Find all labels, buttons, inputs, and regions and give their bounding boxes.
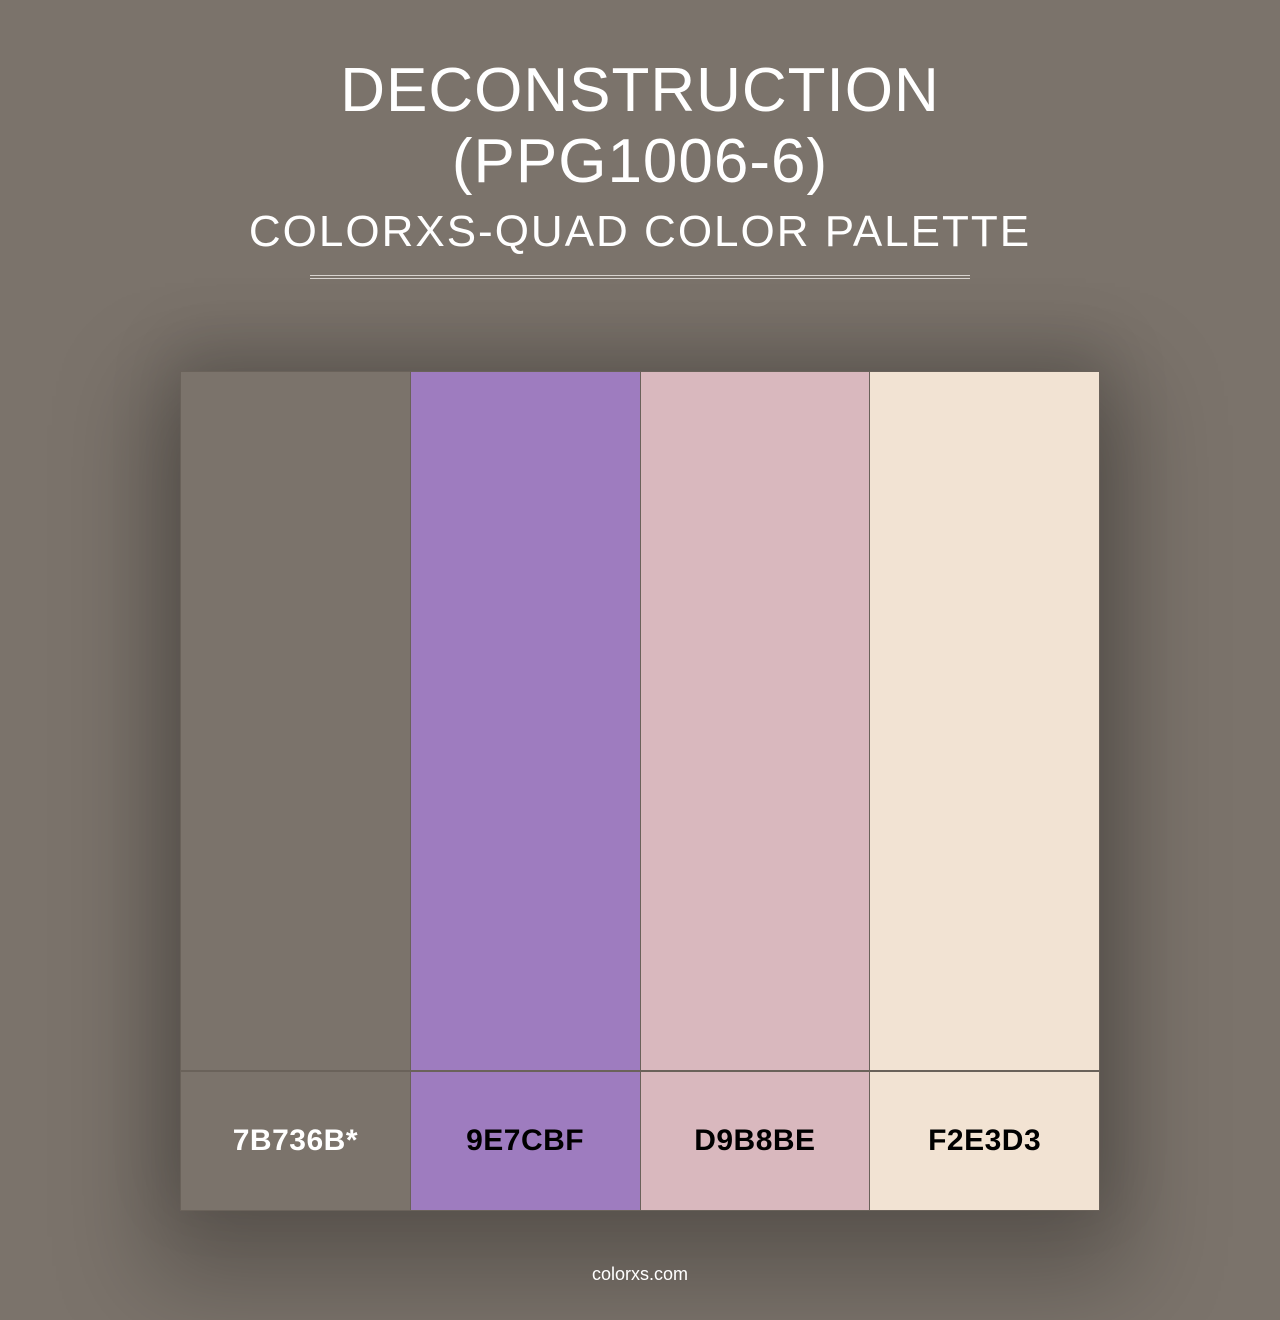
swatch-top [181, 372, 410, 1070]
footer-credit: colorxs.com [0, 1264, 1280, 1285]
swatch-top [641, 372, 870, 1070]
swatch-top [870, 372, 1099, 1070]
page-title: DECONSTRUCTION (PPG1006-6) [210, 55, 1070, 197]
swatch-label: D9B8BE [641, 1070, 870, 1210]
swatch-label: F2E3D3 [870, 1070, 1099, 1210]
page-subtitle: COLORXS-QUAD COLOR PALETTE [210, 207, 1070, 257]
swatch-column: D9B8BE [641, 371, 871, 1211]
swatch-label: 7B736B* [181, 1070, 410, 1210]
swatch-column: 9E7CBF [411, 371, 641, 1211]
swatch-label: 9E7CBF [411, 1070, 640, 1210]
palette-card: 7B736B* 9E7CBF D9B8BE F2E3D3 [180, 371, 1100, 1211]
swatch-column: F2E3D3 [870, 371, 1100, 1211]
swatch-column: 7B736B* [180, 371, 411, 1211]
header: DECONSTRUCTION (PPG1006-6) COLORXS-QUAD … [210, 55, 1070, 279]
header-divider [310, 275, 970, 279]
swatch-top [411, 372, 640, 1070]
